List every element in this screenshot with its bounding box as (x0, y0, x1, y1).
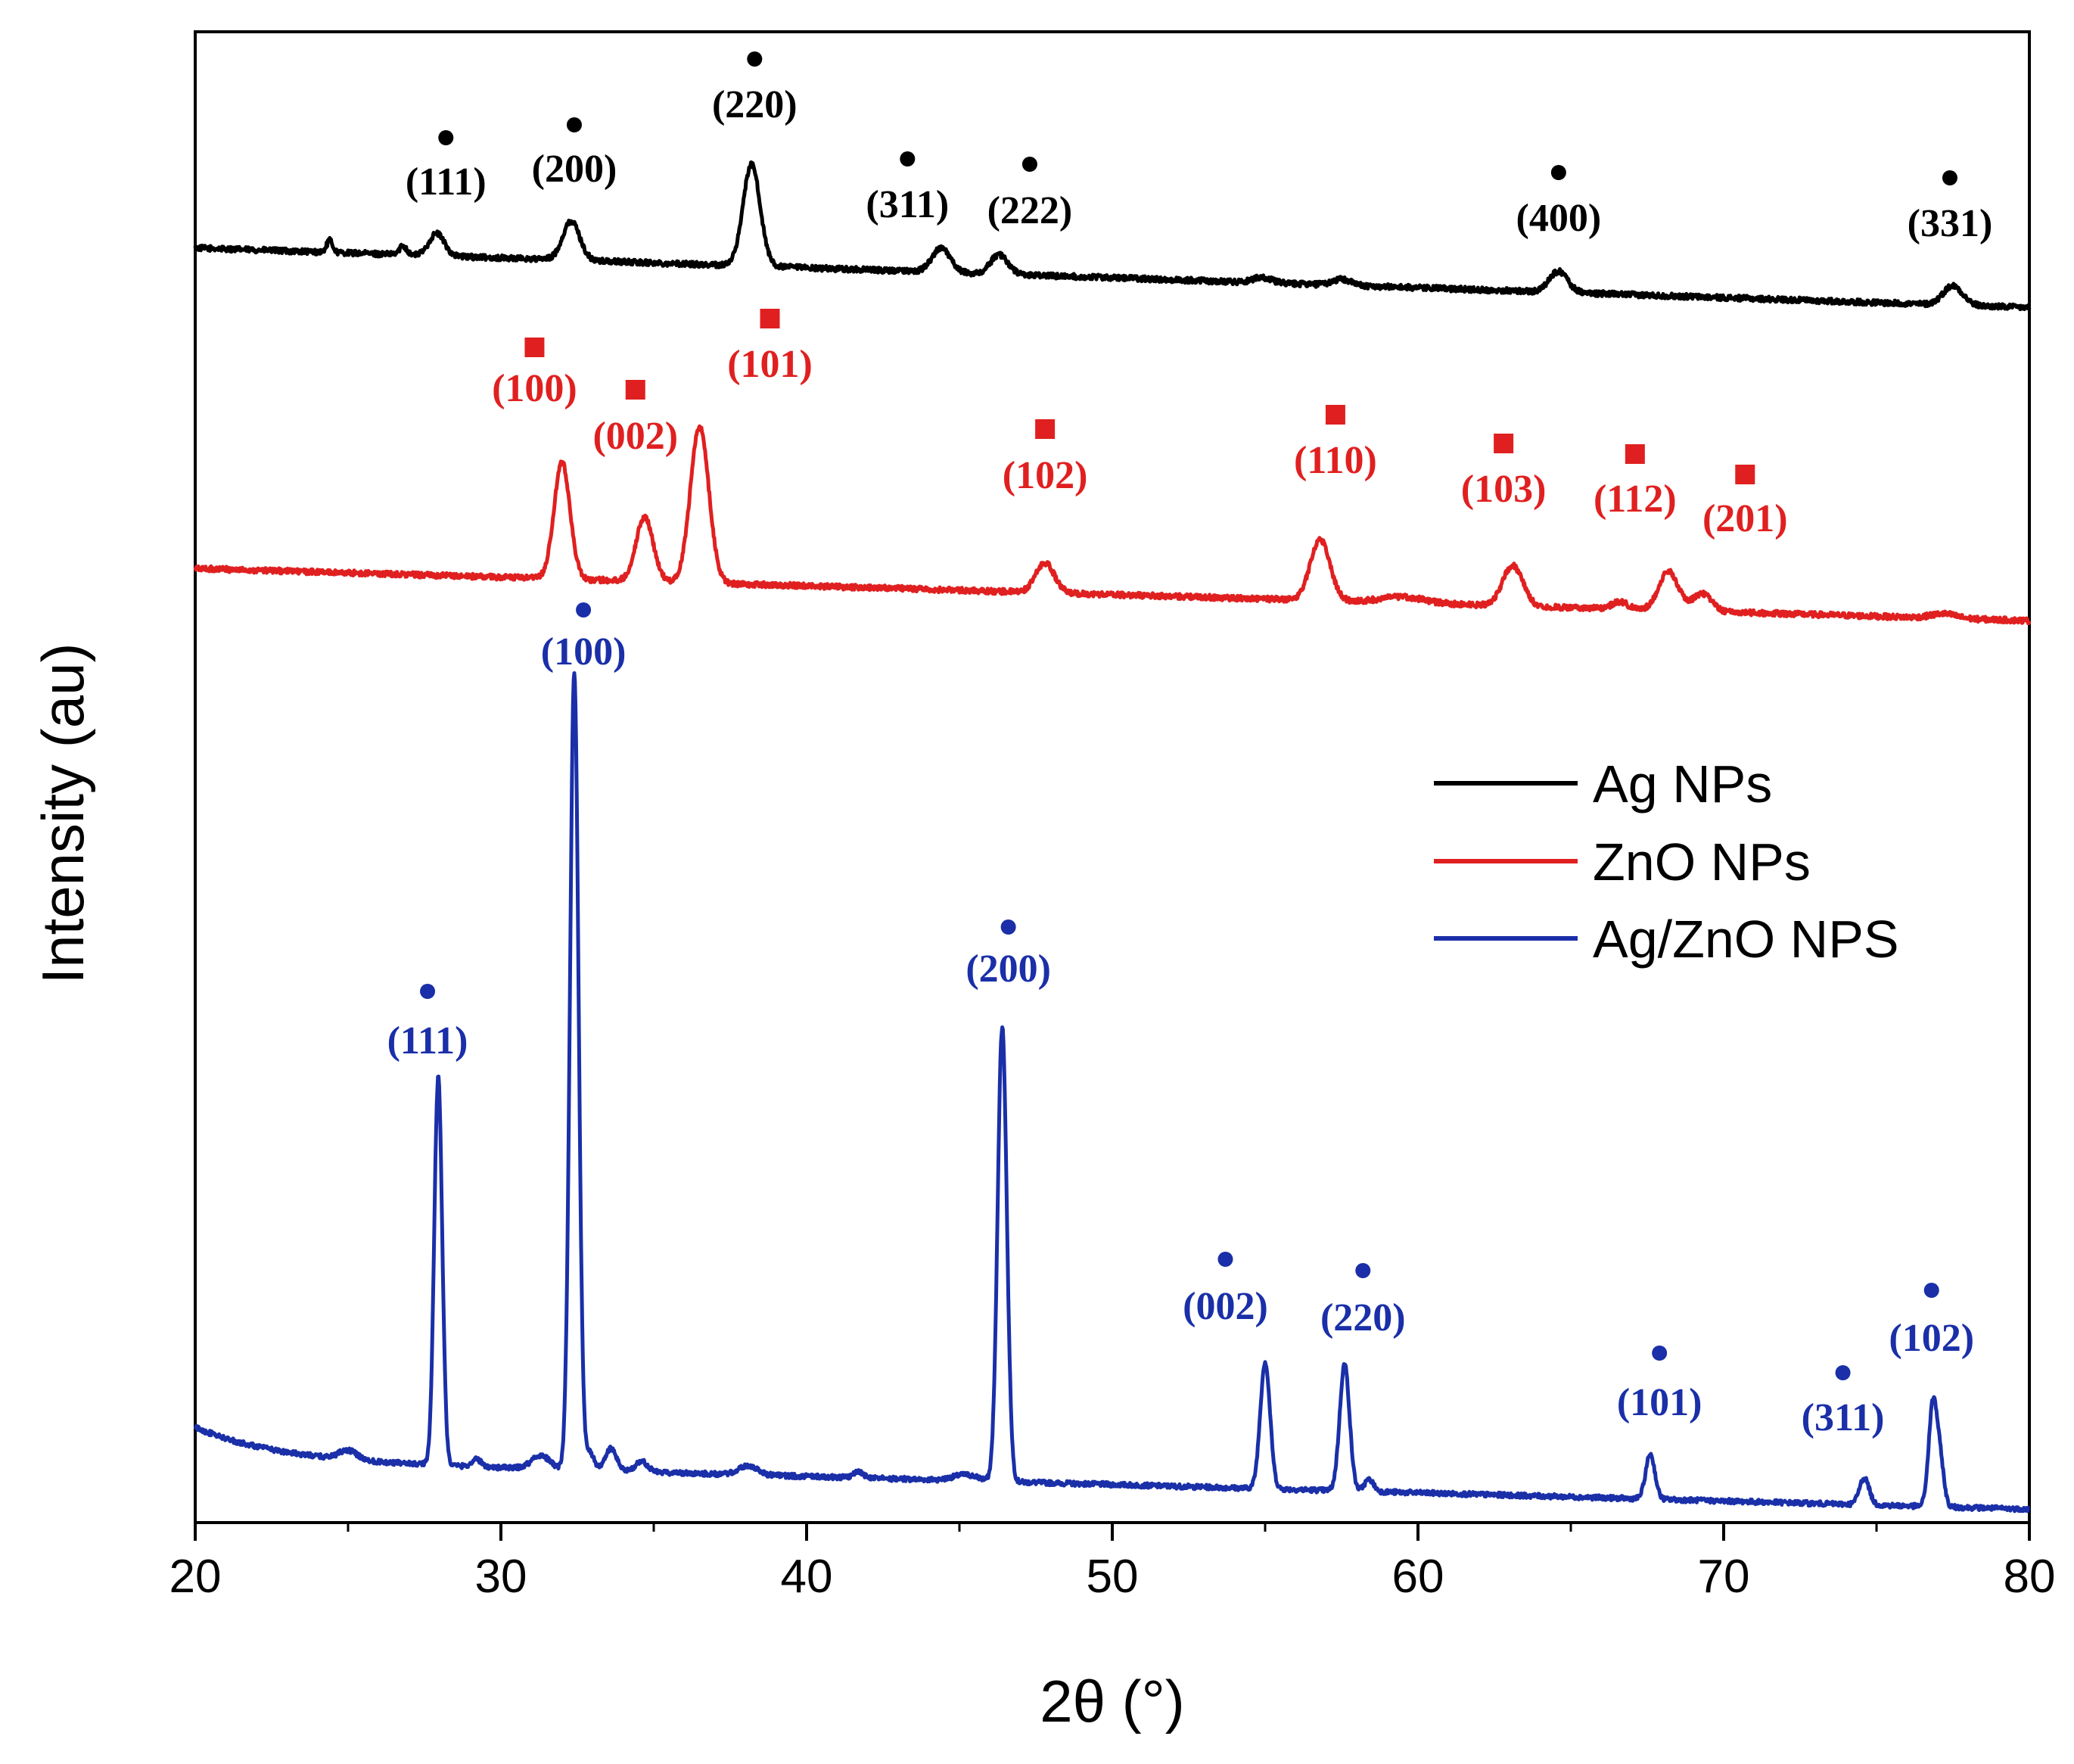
x-tick-label-30: 30 (475, 1551, 527, 1603)
legend-label-ag: Ag NPs (1593, 754, 1772, 814)
peak-label: (200) (532, 148, 617, 191)
legend-label-zno: ZnO NPs (1593, 832, 1811, 891)
peak-label: (111) (406, 160, 487, 204)
peak-dot-marker (1652, 1346, 1668, 1361)
peak-label: (112) (1594, 478, 1677, 521)
x-tick-label-70: 70 (1698, 1551, 1750, 1603)
peak-label: (110) (1294, 439, 1377, 482)
peak-label: (201) (1702, 497, 1788, 540)
peak-label: (222) (987, 189, 1073, 232)
x-tick-label-80: 80 (2004, 1551, 2056, 1603)
peak-square-marker (625, 380, 645, 400)
peak-square-marker (1325, 405, 1345, 425)
peak-label: (311) (866, 183, 949, 226)
peak-label: (101) (727, 343, 813, 386)
x-axis-title: 2θ (°) (1040, 1668, 1185, 1734)
peak-label: (102) (1003, 454, 1088, 497)
peak-square-marker (524, 338, 545, 357)
peak-markers: (111) (200) (220) (311) (222) (400) (331) (100)… (387, 51, 1993, 1439)
peak-label: (102) (1889, 1317, 1974, 1360)
peak-dot-marker (566, 117, 582, 132)
peak-label: (311) (1802, 1396, 1885, 1439)
peak-label: (111) (387, 1019, 468, 1062)
peak-dot-marker (1942, 170, 1957, 185)
x-axis-ticks: 20 30 40 50 60 70 80 (169, 1523, 2056, 1603)
peak-dot-marker (438, 130, 454, 145)
series-line-0 (193, 160, 2032, 312)
series-line-1 (193, 424, 2032, 625)
peak-dot-marker (576, 602, 592, 618)
peak-label: (100) (541, 630, 627, 674)
legend: Ag NPs ZnO NPs Ag/ZnO NPS (1434, 754, 1899, 969)
series-line-2 (193, 671, 2031, 1514)
x-tick-label-50: 50 (1087, 1551, 1139, 1603)
peak-label: (103) (1461, 468, 1547, 511)
peak-dot-marker (1835, 1365, 1851, 1380)
peak-dot-marker (1021, 157, 1037, 172)
x-tick-label-40: 40 (781, 1551, 833, 1603)
peak-label: (220) (1320, 1296, 1406, 1339)
peak-dot-marker (1000, 919, 1016, 935)
peak-label: (331) (1908, 202, 1993, 245)
peak-label: (002) (592, 415, 678, 458)
peak-label: (200) (965, 947, 1051, 991)
peak-label: (101) (1617, 1381, 1702, 1424)
peak-dot-marker (1923, 1283, 1939, 1298)
x-tick-label-20: 20 (169, 1551, 222, 1603)
peak-label: (002) (1183, 1285, 1268, 1328)
peak-label: (400) (1516, 197, 1602, 240)
peak-square-marker (1625, 444, 1645, 464)
peak-square-marker (760, 309, 780, 328)
peak-square-marker (1035, 419, 1056, 439)
peak-dot-marker (1217, 1252, 1233, 1267)
peak-label: (220) (712, 83, 798, 126)
peak-dot-marker (747, 51, 763, 67)
y-axis-title: Intensity (au) (30, 643, 96, 985)
peak-square-marker (1494, 434, 1514, 453)
peak-square-marker (1735, 465, 1755, 484)
peak-label: (100) (492, 367, 577, 410)
peak-dot-marker (420, 984, 436, 999)
legend-label-agzno: Ag/ZnO NPS (1593, 910, 1899, 969)
peak-dot-marker (1355, 1263, 1371, 1278)
series-layer (193, 160, 2032, 1514)
peak-dot-marker (900, 151, 916, 166)
peak-dot-marker (1550, 165, 1566, 180)
x-tick-label-60: 60 (1392, 1551, 1444, 1603)
